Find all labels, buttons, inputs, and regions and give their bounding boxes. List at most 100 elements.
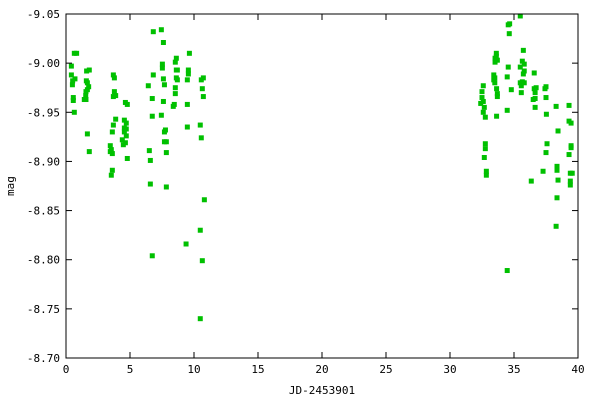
data-point [158,27,164,33]
data-point [543,84,549,90]
data-point [149,253,155,259]
data-point [568,145,574,151]
data-point [110,72,116,78]
x-axis-label: JD-2453901 [289,384,355,397]
data-point [491,72,497,78]
data-point [70,95,76,101]
data-point [518,83,524,89]
data-point [184,101,190,107]
data-point [494,91,500,97]
y-tick-label: -8.75 [27,303,60,316]
data-point [532,90,538,96]
data-point [567,178,573,184]
data-point [482,114,488,120]
data-point [491,77,497,83]
data-point [84,68,90,74]
data-point [566,102,572,108]
data-point [197,227,203,233]
data-point [159,65,165,71]
data-point [554,195,560,201]
data-point [185,71,191,77]
x-tick-label: 20 [315,363,328,376]
data-point [201,197,207,203]
data-point [543,150,549,156]
data-point [504,107,510,113]
y-tick-label: -8.80 [27,254,60,267]
data-point [121,117,127,123]
data-point [161,82,167,88]
x-tick-label: 30 [443,363,456,376]
x-tick-label: 15 [251,363,264,376]
data-point [566,152,572,158]
data-point [492,80,498,86]
data-point [74,50,80,56]
data-point [119,137,125,143]
data-point [480,98,486,104]
y-tick-label: -8.70 [27,352,60,365]
data-point [567,182,573,188]
data-point [84,131,90,137]
data-point [70,97,76,103]
data-point [147,181,153,187]
data-point [83,93,89,99]
data-point [479,89,485,95]
data-point [150,72,156,78]
data-point [70,78,76,84]
data-point [160,40,166,46]
data-point [493,50,499,56]
data-point [555,177,561,183]
plot-frame [65,13,579,359]
data-point [197,122,203,128]
data-point [494,94,500,100]
data-point [163,139,169,145]
y-tick-label: -8.90 [27,155,60,168]
data-point [111,75,117,81]
data-point [504,74,510,80]
data-point [183,241,189,247]
data-point [109,129,115,135]
data-point [160,98,166,104]
data-point [554,167,560,173]
data-point [123,120,129,126]
y-tick-label: -8.95 [27,106,60,119]
data-point [506,31,512,37]
data-point [83,97,89,103]
data-point [553,223,559,229]
data-point [508,87,514,93]
data-point [517,13,523,19]
data-point [124,101,130,107]
data-point [200,75,206,81]
data-point [200,94,206,100]
data-point [158,112,164,118]
data-point [149,96,155,102]
data-point [478,100,484,106]
data-point [121,129,127,135]
data-point [172,59,178,65]
data-point [174,67,180,73]
x-tick-label: 35 [507,363,520,376]
data-point [481,104,487,110]
data-point [86,149,92,155]
data-point [568,120,574,126]
data-point [71,109,77,115]
data-point [480,109,486,115]
data-point [482,146,488,152]
data-point [531,70,537,76]
data-point [123,126,129,132]
data-point [533,85,539,91]
data-point [569,170,575,176]
data-point [540,168,546,174]
data-point [159,61,165,67]
data-point [198,135,204,141]
data-point [521,61,527,67]
data-point [107,143,113,149]
data-point [520,47,526,53]
data-point [83,89,89,95]
x-tick-label: 5 [127,363,134,376]
data-point [492,59,498,65]
data-point [199,86,205,92]
x-tick-label: 40 [571,363,584,376]
data-point [518,90,524,96]
data-point [521,68,527,74]
axes: 0 5 10 15 20 25 30 35 40 -9.05 -9.00 -8.95 -8.90 -8.8… [27,8,585,376]
